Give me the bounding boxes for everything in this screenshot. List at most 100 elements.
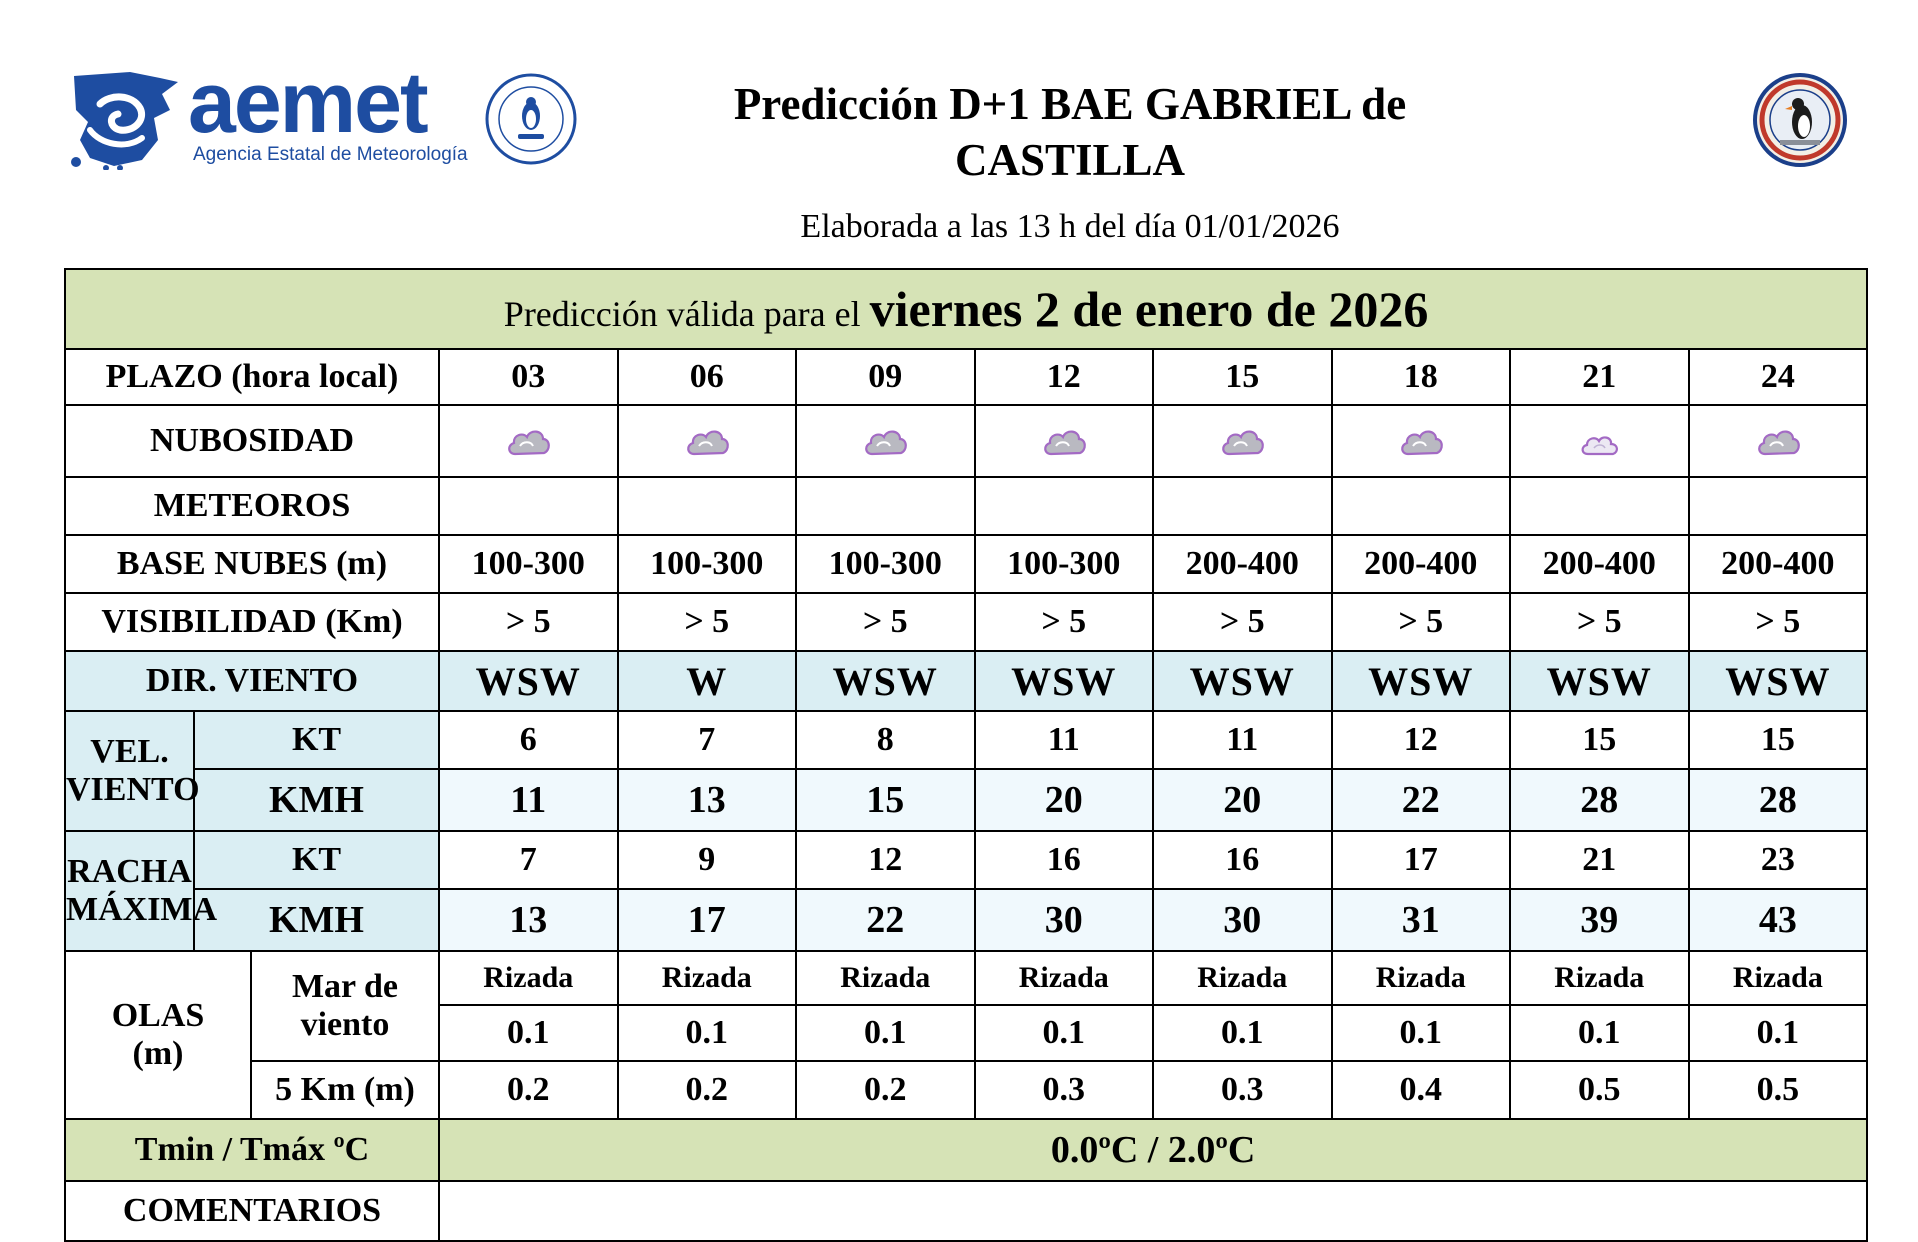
hour-cell: 24 <box>1687 348 1869 406</box>
forecast-table: Predicción válida para el viernes 2 de e… <box>63 268 1869 1242</box>
dir-viento-row: DIR. VIENTO WSW W WSW WSW WSW WSW WSW WS… <box>64 650 1869 712</box>
racha-kmh-cell: 22 <box>795 888 976 952</box>
cloud-cell <box>438 404 619 478</box>
vel-kmh-cell: 11 <box>438 768 619 832</box>
racha-kmh-cell: 39 <box>1509 888 1690 952</box>
mar-estado-cell: Rizada <box>1152 950 1333 1006</box>
comentarios-row: COMENTARIOS <box>64 1180 1869 1242</box>
meteoros-cell <box>1152 476 1333 536</box>
racha-kt-cell: 16 <box>1152 830 1333 890</box>
temperatura-row: Tmin / Tmáx ºC 0.0ºC / 2.0ºC <box>64 1118 1869 1182</box>
mar-altura-row: 0.1 0.1 0.1 0.1 0.1 0.1 0.1 0.1 <box>65 1004 1869 1062</box>
olas-label-line1: OLAS <box>111 997 205 1034</box>
mar-estado-cell: Rizada <box>973 950 1154 1006</box>
mar-altura-cell: 0.1 <box>1330 1004 1511 1062</box>
visibilidad-cell: > 5 <box>438 592 619 652</box>
vel-kt-cell: 8 <box>795 710 976 770</box>
racha-kmh-row: KMH 13 17 22 30 30 31 39 43 <box>65 888 1869 952</box>
cloudy-icon <box>1400 430 1443 456</box>
nubosidad-label: NUBOSIDAD <box>64 404 440 478</box>
vel-viento-label-line2: VIENTO <box>66 771 200 808</box>
racha-kmh-cell: 31 <box>1330 888 1511 952</box>
valid-date-row: Predicción válida para el viernes 2 de e… <box>63 268 1869 350</box>
racha-label-line2: MÁXIMA <box>66 891 218 928</box>
racha-kmh-cell: 30 <box>1152 888 1333 952</box>
campanas-antarticas-seal-icon <box>485 73 577 165</box>
mar-altura-cell: 0.1 <box>795 1004 976 1062</box>
mar-estado-cell: Rizada <box>795 950 976 1006</box>
base-nubes-cell: 100-300 <box>973 534 1154 594</box>
mar-estado-cell: Rizada <box>438 950 619 1006</box>
vel-kmh-cell: 22 <box>1330 768 1511 832</box>
mar-estado-cell: Rizada <box>616 950 797 1006</box>
valid-date-prefix: Predicción válida para el <box>503 294 861 334</box>
aemet-tagline: Agencia Estatal de Meteorología <box>193 144 468 165</box>
mar-altura-cell: 0.1 <box>438 1004 619 1062</box>
visibilidad-cell: > 5 <box>973 592 1154 652</box>
olas-5km-cell: 0.4 <box>1330 1060 1511 1120</box>
vel-viento-label-line1: VEL. <box>90 733 169 770</box>
base-nubes-cell: 100-300 <box>616 534 797 594</box>
comentarios-label: COMENTARIOS <box>64 1180 440 1242</box>
plazo-label: PLAZO (hora local) <box>64 348 440 406</box>
partly-cloudy-icon <box>1581 436 1619 456</box>
racha-kt-cell: 16 <box>973 830 1154 890</box>
vel-viento-kmh-row: KMH 11 13 15 20 20 22 28 28 <box>65 768 1869 832</box>
vel-kt-cell: 7 <box>616 710 797 770</box>
meteoros-row: METEOROS <box>64 476 1869 536</box>
cloud-cell <box>1152 404 1333 478</box>
dir-viento-cell: WSW <box>438 650 619 712</box>
vel-kmh-cell: 13 <box>616 768 797 832</box>
vel-kt-cell: 11 <box>1152 710 1333 770</box>
vel-kmh-cell: 28 <box>1687 768 1869 832</box>
base-nubes-label: BASE NUBES (m) <box>64 534 440 594</box>
temperatura-label: Tmin / Tmáx ºC <box>64 1118 440 1182</box>
dir-viento-cell: WSW <box>973 650 1154 712</box>
mar-estado-cell: Rizada <box>1509 950 1690 1006</box>
olas-5km-cell: 0.3 <box>1152 1060 1333 1120</box>
aemet-map-icon <box>71 72 178 170</box>
olas-5km-cell: 0.5 <box>1509 1060 1690 1120</box>
olas-5km-cell: 0.2 <box>616 1060 797 1120</box>
comentarios-value <box>437 1180 1869 1242</box>
vel-kt-cell: 15 <box>1687 710 1869 770</box>
visibilidad-cell: > 5 <box>1509 592 1690 652</box>
base-nubes-cell: 200-400 <box>1152 534 1333 594</box>
page-title: Predicción D+1 BAE GABRIEL de CASTILLA <box>733 79 1407 185</box>
meteoros-cell <box>438 476 619 536</box>
mar-estado-row: OLAS (m) Mar de viento Rizada Rizada Riz… <box>64 950 1869 1120</box>
racha-kmh-cell: 43 <box>1687 888 1869 952</box>
aemet-logo: aemet Agencia Estatal de Meteorología <box>70 55 470 176</box>
meteoros-cell <box>973 476 1154 536</box>
dir-viento-cell: WSW <box>1509 650 1690 712</box>
olas-label-line2: (m) <box>132 1035 184 1072</box>
cloudy-icon <box>1222 430 1265 456</box>
mar-estado-cell: Rizada <box>1687 950 1869 1006</box>
vel-kt-cell: 12 <box>1330 710 1511 770</box>
nubosidad-row: NUBOSIDAD <box>64 404 1869 478</box>
base-nubes-cell: 100-300 <box>795 534 976 594</box>
cloudy-icon <box>865 430 908 456</box>
mar-viento-label: Mar de viento <box>250 950 440 1062</box>
cloud-cell <box>795 404 976 478</box>
vel-kmh-cell: 15 <box>795 768 976 832</box>
racha-label: RACHA MÁXIMA <box>64 830 217 952</box>
bae-gabriel-seal-icon <box>1753 73 1847 167</box>
hour-cell: 12 <box>973 348 1154 406</box>
cloudy-icon <box>508 430 551 456</box>
olas-5km-cell: 0.5 <box>1687 1060 1869 1120</box>
racha-kt-row: RACHA MÁXIMA KT 7 9 12 16 16 17 21 23 <box>64 830 1869 952</box>
aemet-wordmark: aemet <box>188 55 429 151</box>
dir-viento-cell: WSW <box>1152 650 1333 712</box>
vel-viento-label: VEL. VIENTO <box>64 710 200 832</box>
vel-kmh-cell: 20 <box>973 768 1154 832</box>
olas-5km-cell: 0.3 <box>973 1060 1154 1120</box>
racha-unit-kmh: KMH <box>193 888 440 952</box>
mar-altura-cell: 0.1 <box>1152 1004 1333 1062</box>
meteoros-cell <box>1687 476 1869 536</box>
visibilidad-cell: > 5 <box>795 592 976 652</box>
mar-altura-cell: 0.1 <box>616 1004 797 1062</box>
vel-kmh-cell: 20 <box>1152 768 1333 832</box>
cinco-km-label: 5 Km (m) <box>250 1060 440 1120</box>
hour-cell: 09 <box>795 348 976 406</box>
